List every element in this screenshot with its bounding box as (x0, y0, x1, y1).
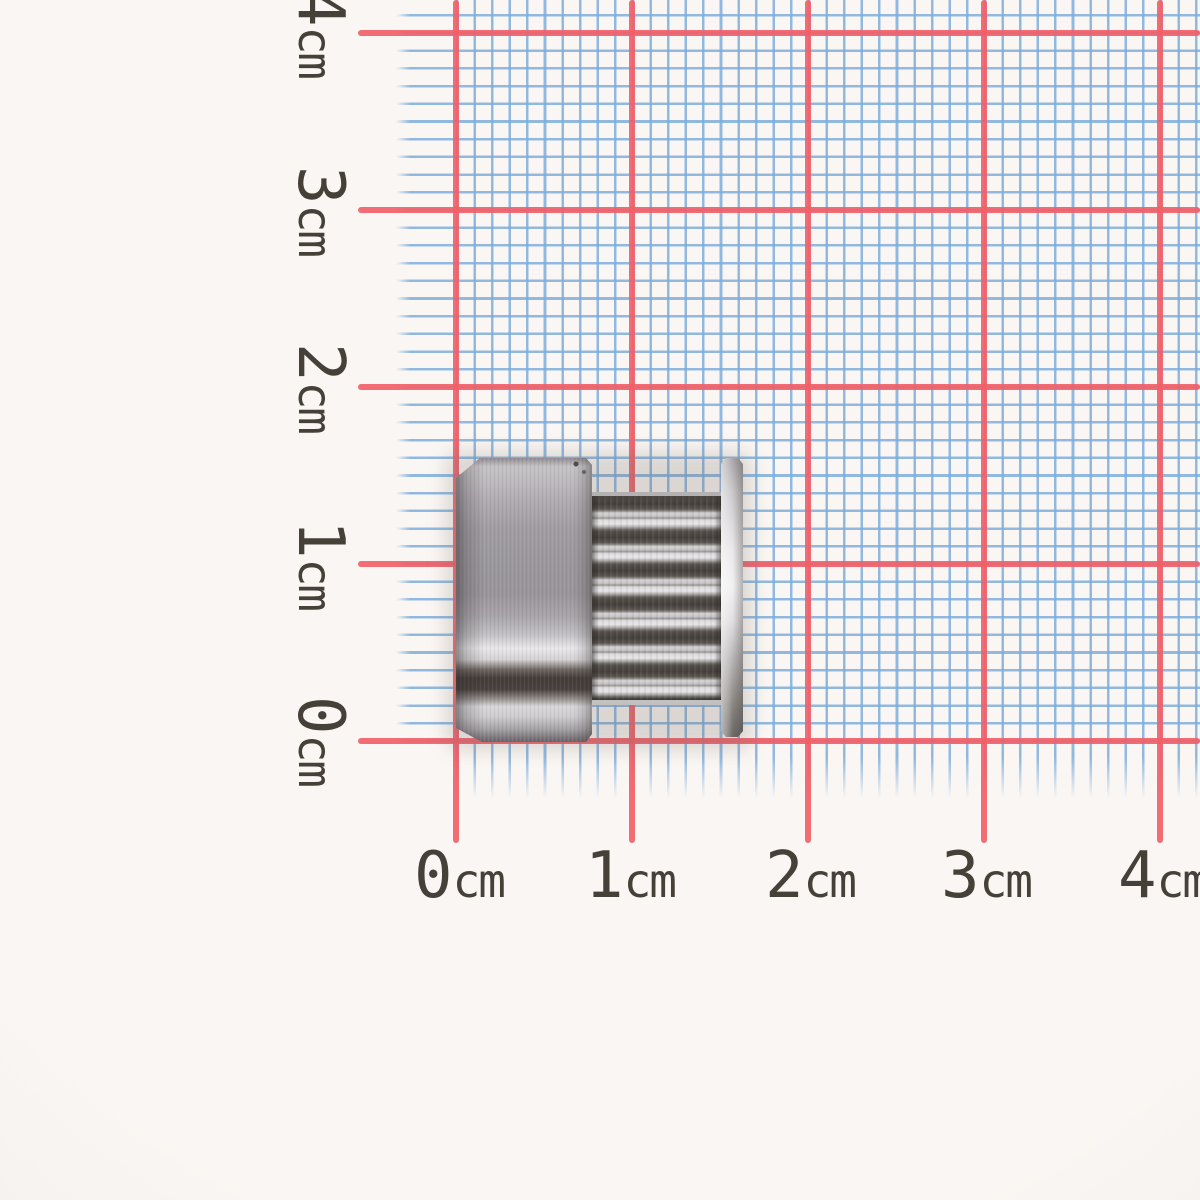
ruler-label-unit: cm (288, 204, 342, 256)
ruler-label-number: 1 (585, 839, 624, 913)
ruler-label-unit: cm (452, 854, 506, 908)
gridline-vertical-3cm (981, 0, 987, 843)
gridline-vertical-4cm (1157, 0, 1163, 843)
ruler-label-bottom-4cm: 4cm (1118, 844, 1200, 908)
gridline-vertical-0cm (453, 0, 459, 843)
ruler-label-bottom-2cm: 2cm (765, 844, 857, 908)
ruler-label-number: 3 (941, 839, 980, 913)
pulley-flange (721, 458, 743, 737)
ruler-label-left-0cm: 0cm (283, 696, 357, 786)
ruler-label-unit: cm (288, 558, 342, 610)
ruler-label-bottom-0cm: 0cm (414, 844, 506, 908)
ruler-label-number: 4 (1118, 839, 1157, 913)
ruler-label-unit: cm (288, 381, 342, 433)
ruler-label-number: 2 (283, 343, 357, 382)
ruler-label-unit: cm (288, 26, 342, 78)
gridline-horizontal-2cm (358, 384, 1200, 390)
ruler-label-number: 0 (414, 839, 453, 913)
ruler-label-bottom-1cm: 1cm (585, 844, 677, 908)
gridline-horizontal-0cm (358, 738, 1200, 744)
ruler-label-left-1cm: 1cm (283, 520, 357, 610)
gridline-vertical-2cm (805, 0, 811, 843)
gridline-horizontal-4cm (358, 30, 1200, 36)
pulley-toothed-section (592, 492, 722, 705)
ruler-label-left-4cm: 4cm (283, 0, 357, 78)
ruler-label-number: 0 (283, 696, 357, 735)
gridline-horizontal-3cm (358, 207, 1200, 213)
gridline-horizontal-1cm (358, 561, 1200, 567)
ruler-label-unit: cm (288, 734, 342, 786)
ruler-label-number: 2 (765, 839, 804, 913)
ruler-label-unit: cm (979, 854, 1033, 908)
ruler-label-unit: cm (803, 854, 857, 908)
gridline-vertical-1cm (629, 0, 635, 843)
ruler-label-left-3cm: 3cm (283, 166, 357, 256)
ruler-label-number: 4 (283, 0, 357, 27)
ruler-label-unit: cm (623, 854, 677, 908)
pulley-drum (456, 458, 592, 742)
ruler-label-bottom-3cm: 3cm (941, 844, 1033, 908)
ruler-label-number: 3 (283, 166, 357, 205)
ruler-label-unit: cm (1156, 854, 1200, 908)
ruler-label-left-2cm: 2cm (283, 343, 357, 433)
ruler-label-number: 1 (283, 520, 357, 559)
